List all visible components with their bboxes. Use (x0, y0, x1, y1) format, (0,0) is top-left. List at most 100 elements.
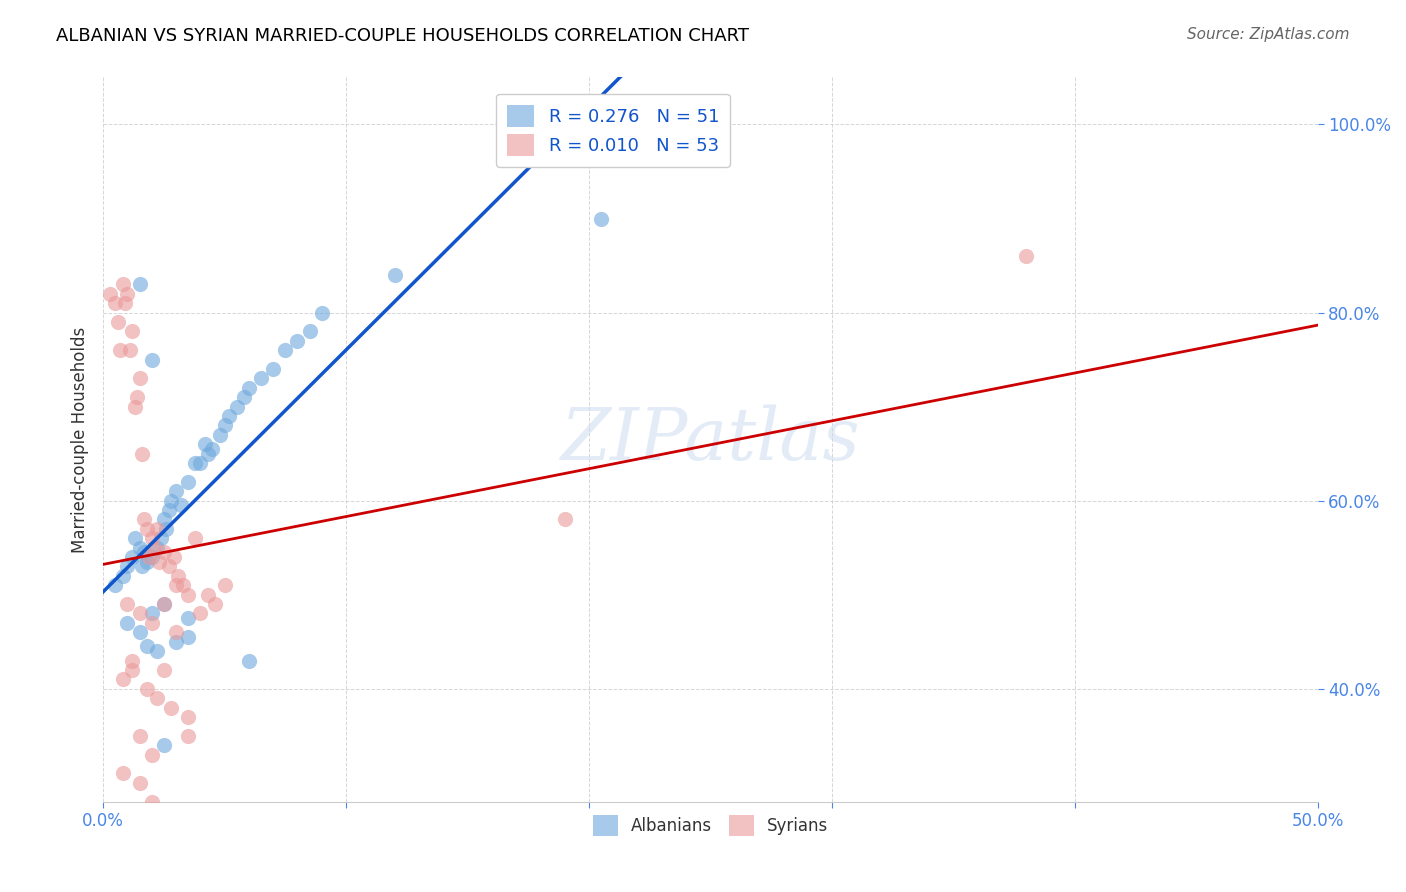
Point (170, 499, 193, 513)
Point (124, 400, 146, 414)
Point (141, 795, 163, 809)
Point (274, 343, 297, 358)
Text: ALBANIAN VS SYRIAN MARRIED-COUPLE HOUSEHOLDS CORRELATION CHART: ALBANIAN VS SYRIAN MARRIED-COUPLE HOUSEH… (56, 27, 749, 45)
Point (145, 541, 167, 555)
Point (111, 673, 134, 687)
Point (188, 607, 211, 621)
Point (135, 640, 157, 654)
Point (141, 747, 163, 762)
Point (135, 681, 157, 696)
Point (184, 456, 207, 470)
Point (238, 653, 260, 667)
Point (118, 343, 141, 358)
Point (131, 559, 153, 574)
Point (165, 484, 187, 499)
Point (197, 588, 219, 602)
Point (177, 630, 200, 644)
Point (141, 531, 163, 545)
Point (134, 545, 156, 559)
Point (128, 541, 150, 555)
Point (204, 597, 226, 611)
Point (121, 653, 143, 667)
Point (150, 531, 173, 545)
Point (141, 607, 163, 621)
Point (143, 541, 166, 555)
Point (188, 456, 211, 470)
Point (117, 286, 139, 301)
Point (117, 559, 139, 574)
Point (121, 324, 143, 338)
Point (177, 710, 200, 724)
Point (214, 418, 236, 433)
Point (184, 531, 207, 545)
Point (157, 559, 180, 574)
Point (100, 286, 122, 301)
Point (153, 545, 176, 559)
Point (194, 437, 217, 451)
Point (250, 371, 273, 385)
Point (141, 352, 163, 367)
Point (208, 427, 231, 442)
Point (121, 550, 143, 565)
Point (287, 334, 309, 348)
Point (177, 611, 200, 625)
Point (153, 663, 176, 677)
Point (160, 493, 183, 508)
Point (225, 400, 247, 414)
Point (177, 588, 200, 602)
Point (121, 663, 143, 677)
Point (197, 447, 219, 461)
Point (134, 512, 156, 526)
Point (111, 277, 134, 292)
Point (128, 607, 150, 621)
Point (177, 729, 200, 743)
Point (153, 597, 176, 611)
Point (311, 305, 333, 319)
Point (124, 531, 146, 545)
Point (214, 578, 236, 592)
Point (554, 512, 576, 526)
Point (141, 615, 163, 630)
Point (127, 390, 149, 404)
Point (172, 578, 194, 592)
Point (384, 268, 406, 282)
Point (153, 512, 176, 526)
Point (167, 569, 190, 583)
Point (145, 644, 167, 658)
Point (177, 475, 200, 489)
Point (128, 371, 150, 385)
Point (165, 625, 187, 640)
Point (153, 597, 176, 611)
Point (238, 381, 260, 395)
Point (104, 578, 127, 592)
Point (108, 343, 131, 358)
Point (298, 324, 321, 338)
Text: ZIPatlas: ZIPatlas (561, 404, 860, 475)
Point (145, 522, 167, 536)
Point (104, 296, 127, 310)
Point (1015, 249, 1038, 263)
Point (148, 555, 170, 569)
Point (135, 522, 157, 536)
Point (155, 522, 177, 536)
Point (201, 442, 224, 456)
Point (114, 296, 136, 310)
Point (128, 729, 150, 743)
Point (111, 569, 134, 583)
Point (157, 503, 180, 517)
Point (160, 700, 183, 714)
Point (162, 550, 184, 565)
Point (117, 615, 139, 630)
Point (165, 578, 187, 592)
Point (128, 776, 150, 790)
Point (135, 555, 157, 569)
Point (233, 390, 256, 404)
Point (138, 550, 160, 565)
Point (153, 738, 176, 752)
Point (111, 766, 134, 780)
Point (141, 550, 163, 565)
Point (262, 362, 284, 376)
Point (218, 409, 240, 423)
Point (128, 277, 150, 292)
Point (145, 691, 167, 706)
